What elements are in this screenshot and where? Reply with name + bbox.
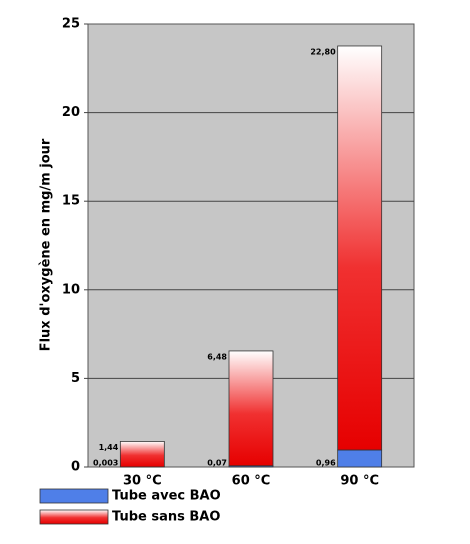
- legend-label: Tube sans BAO: [112, 510, 220, 525]
- value-label: 22,80: [310, 47, 336, 56]
- x-tick-label: 60 °C: [232, 474, 271, 489]
- y-tick-label: 5: [71, 371, 80, 386]
- bar-segment: [119, 441, 165, 468]
- bar-segment: [337, 45, 383, 451]
- bar-segment: [228, 350, 274, 467]
- y-tick-label: 10: [62, 282, 80, 297]
- y-tick-label: 20: [62, 105, 80, 120]
- bar-segment: [337, 449, 383, 468]
- value-label: 0,07: [207, 459, 227, 468]
- y-tick-label: 0: [71, 460, 80, 475]
- value-label: 0,003: [93, 459, 118, 468]
- legend-label: Tube avec BAO: [112, 489, 221, 504]
- y-axis-label: Flux d'oxygène en mg/m jour: [39, 138, 54, 351]
- value-label: 1,44: [99, 443, 119, 452]
- value-label: 6,48: [207, 352, 227, 361]
- y-tick-label: 15: [62, 194, 80, 209]
- legend-swatch: [39, 509, 109, 525]
- x-tick-label: 90 °C: [340, 474, 379, 489]
- x-tick-label: 30 °C: [123, 474, 162, 489]
- value-label: 0,96: [316, 459, 336, 468]
- legend-swatch: [39, 488, 109, 504]
- y-tick-label: 25: [62, 17, 80, 32]
